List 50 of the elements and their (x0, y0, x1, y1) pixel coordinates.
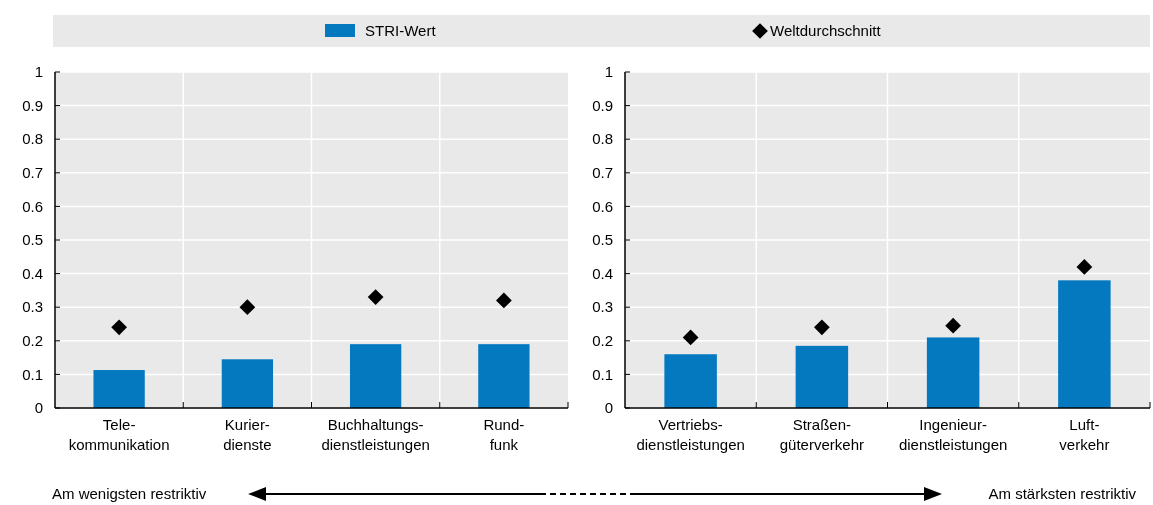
x-tick-label: Buchhaltungs- dienstleistungen (321, 416, 430, 453)
y-tick-label: 1 (34, 63, 43, 81)
bar (221, 359, 274, 408)
y-tick-label: 0.4 (22, 264, 43, 282)
y-tick-label: 0.8 (22, 130, 43, 148)
legend-label: STRI-Wert (365, 22, 437, 40)
y-tick-label: 0.1 (22, 365, 43, 383)
y-tick-label: 0.4 (592, 264, 613, 282)
bar (926, 337, 980, 408)
x-tick-label: Tele- kommunikation (68, 416, 170, 453)
point (367, 289, 384, 305)
bar (795, 345, 849, 408)
y-tick-label: 1 (604, 63, 613, 81)
point (1076, 259, 1093, 275)
y-tick-label: 0.7 (22, 164, 43, 182)
y-tick-label: 0.9 (592, 96, 613, 114)
point (239, 299, 256, 316)
y-tick-label: 0.2 (592, 332, 613, 350)
y-tick-label: 0.7 (592, 164, 613, 182)
bar (1058, 280, 1111, 408)
text: Am wenigsten restriktiv (52, 485, 207, 503)
point (814, 319, 830, 336)
x-tick-label: Kurier- dienste (223, 416, 272, 453)
y-tick-label: 0.5 (592, 231, 613, 249)
bar (349, 344, 402, 408)
bar (664, 354, 717, 408)
legend-label: Weltdurchschnitt (770, 22, 882, 40)
bar (478, 344, 530, 408)
y-tick-label: 0.3 (592, 298, 613, 316)
y-tick-label: 0.2 (22, 332, 43, 350)
y-tick-label: 0.5 (22, 231, 43, 249)
x-tick-label: Luft- verkehr (1059, 416, 1110, 453)
bar (93, 370, 145, 408)
y-tick-label: 0.3 (22, 298, 43, 316)
y-tick-label: 0.1 (592, 365, 613, 383)
x-tick-label: Vertriebs- dienstleistungen (636, 416, 745, 453)
y-tick-label: 0 (604, 399, 613, 417)
x-tick-label: Ingenieur- dienstleistungen (898, 416, 1008, 453)
point (682, 329, 699, 346)
y-tick-label: 0.8 (592, 130, 613, 148)
y-tick-label: 0.6 (22, 197, 43, 215)
point (111, 319, 127, 336)
point (496, 292, 512, 309)
x-tick-label: Rund- funk (483, 416, 525, 453)
point (945, 317, 961, 334)
y-tick-label: 0.6 (592, 197, 613, 215)
y-tick-label: 0 (34, 399, 43, 417)
x-tick-label: Straßen- güterverkehr (779, 416, 864, 453)
y-tick-label: 0.9 (22, 96, 43, 114)
text: Am stärksten restriktiv (988, 485, 1137, 503)
